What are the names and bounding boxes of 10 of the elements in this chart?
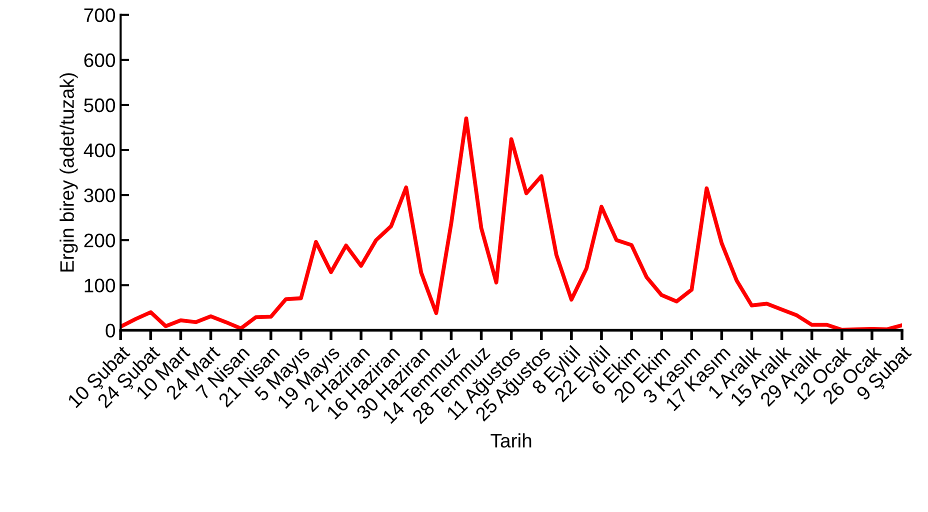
x-axis-title: Tarih bbox=[490, 433, 532, 448]
y-tick-label: 700 bbox=[84, 8, 116, 22]
y-tick-label: 600 bbox=[84, 53, 116, 68]
y-tick-label: 100 bbox=[84, 278, 116, 292]
y-tick-label: 400 bbox=[84, 143, 116, 158]
y-tick-label: 200 bbox=[84, 234, 116, 248]
y-axis-title: Ergin birey (adet/tuzak) bbox=[60, 73, 78, 272]
y-tick-label: 0 bbox=[106, 324, 116, 338]
y-tick-label: 300 bbox=[84, 188, 116, 202]
y-tick-label: 500 bbox=[84, 98, 116, 112]
